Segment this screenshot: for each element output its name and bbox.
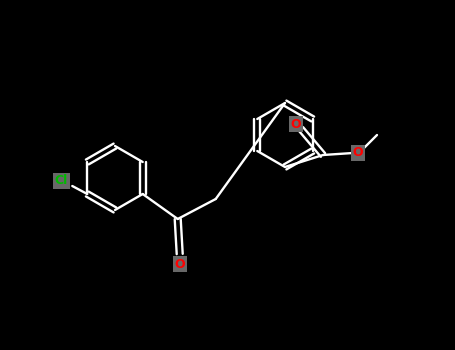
- Text: Cl: Cl: [55, 175, 68, 188]
- Text: O: O: [291, 118, 301, 131]
- Text: O: O: [353, 147, 363, 160]
- Text: O: O: [174, 258, 185, 271]
